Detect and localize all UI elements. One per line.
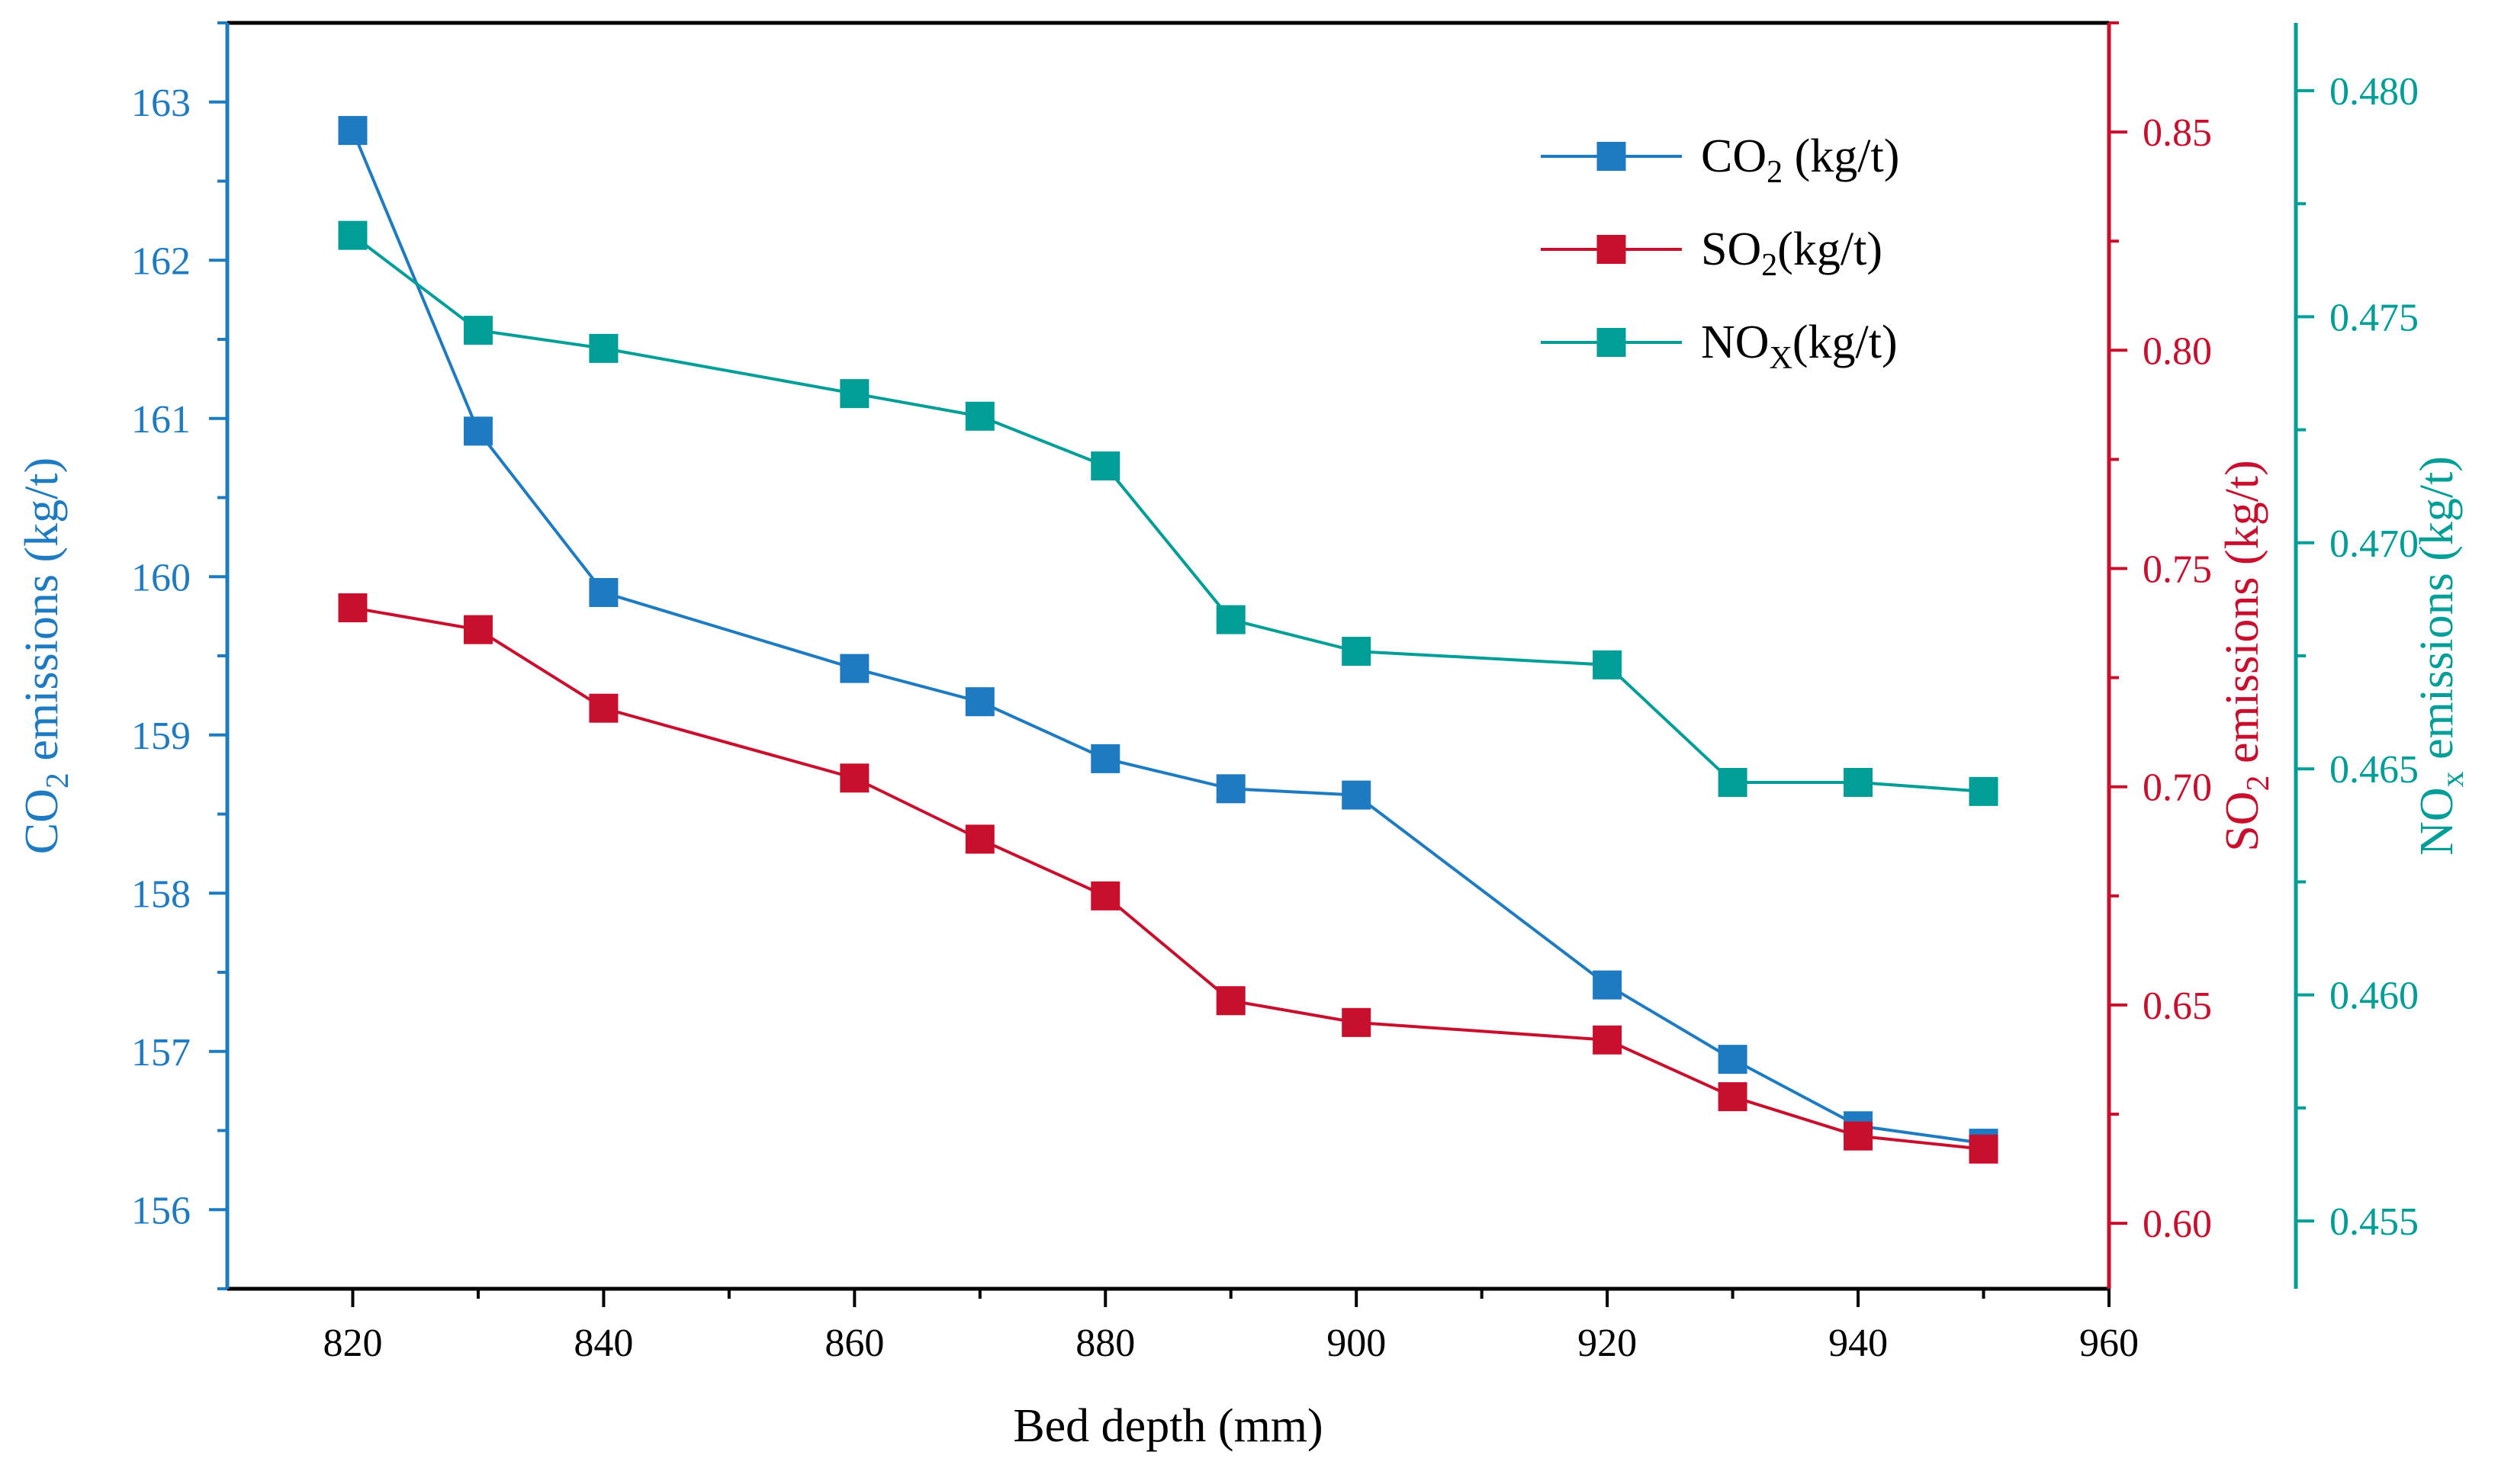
data-point — [1091, 881, 1120, 911]
data-point — [463, 416, 493, 446]
data-point — [1593, 970, 1622, 1000]
data-point — [1969, 776, 1998, 806]
data-point — [1342, 637, 1371, 667]
x-axis: 820 840 860 880 900 920 940 960 Bed depth (mm) — [323, 1289, 2139, 1452]
series-right2 — [338, 220, 1998, 806]
right2-axis-tick-label: 0.465 — [2329, 748, 2419, 792]
data-point — [1216, 605, 1246, 634]
data-point — [1216, 774, 1246, 804]
series-right1 — [338, 593, 1998, 1164]
data-point — [965, 687, 995, 717]
right2-axis-tick-label: 0.480 — [2329, 70, 2419, 114]
data-point — [1844, 768, 1873, 797]
right1-axis-tick-label: 0.60 — [2143, 1203, 2212, 1246]
data-point — [589, 578, 619, 607]
series-line — [352, 234, 1984, 793]
data-point — [338, 220, 368, 250]
legend-label: CO2 (kg/t) — [1701, 130, 1899, 190]
data-point — [1718, 1082, 1747, 1112]
x-tick-label: 880 — [1075, 1322, 1135, 1365]
data-point — [1844, 1121, 1873, 1151]
x-tick-label: 920 — [1577, 1322, 1637, 1365]
left-axis-tick-label: 163 — [131, 82, 191, 125]
data-point — [1718, 1045, 1747, 1074]
right1-axis-tick-label: 0.80 — [2143, 329, 2212, 373]
x-tick-label: 940 — [1828, 1322, 1888, 1365]
legend-item: SO2(kg/t) — [1541, 223, 1882, 283]
series-layer — [338, 116, 1998, 1164]
right2-axis-tick-label: 0.475 — [2329, 296, 2419, 339]
right-axis-so2: 0.60 0.65 0.70 0.75 0.80 0.85 SO2 emissions (k… — [2107, 21, 2276, 1289]
right2-axis-label: NOx emissions (kg/t) — [2411, 456, 2471, 856]
right1-axis-tick-label: 0.75 — [2143, 548, 2212, 592]
series-line — [351, 130, 1984, 1145]
right1-axis-tick-label: 0.65 — [2143, 985, 2212, 1028]
data-point — [1091, 744, 1120, 773]
data-point — [338, 116, 368, 146]
data-point — [589, 693, 619, 723]
data-point — [1969, 1134, 1998, 1164]
left-axis-tick-label: 162 — [131, 239, 191, 283]
left-axis-tick-label: 158 — [131, 872, 191, 916]
right1-axis-tick-label: 0.70 — [2143, 766, 2212, 810]
data-point — [1342, 780, 1371, 810]
data-point — [463, 615, 493, 644]
left-axis-tick-label: 156 — [131, 1189, 191, 1232]
data-point — [965, 824, 995, 854]
legend-label: NOX(kg/t) — [1701, 316, 1898, 376]
right-axis-nox: 0.455 0.460 0.465 0.470 0.475 0.480 NOx emissi… — [2294, 23, 2471, 1289]
data-point — [1593, 650, 1622, 679]
data-point — [840, 654, 870, 683]
left-axis-tick-label: 159 — [131, 715, 191, 758]
legend-marker — [1596, 328, 1626, 357]
right2-axis-tick-label: 0.455 — [2329, 1200, 2419, 1244]
x-tick-label: 960 — [2079, 1322, 2139, 1365]
data-point — [1593, 1025, 1622, 1055]
right1-axis-label: SO2 emissions (kg/t) — [2217, 460, 2276, 852]
x-tick-label: 820 — [323, 1322, 382, 1365]
x-tick-label: 860 — [825, 1322, 884, 1365]
legend-marker — [1596, 142, 1626, 171]
data-point — [965, 401, 995, 431]
data-point — [840, 763, 870, 793]
right2-axis-tick-label: 0.460 — [2329, 975, 2419, 1018]
plot-frame — [227, 21, 2109, 1291]
data-point — [1216, 986, 1246, 1016]
left-axis-tick-label: 161 — [131, 398, 191, 442]
x-tick-label: 900 — [1326, 1322, 1386, 1365]
data-point — [1718, 768, 1747, 797]
x-axis-label: Bed depth (mm) — [1013, 1400, 1323, 1452]
data-point — [840, 379, 870, 409]
data-point — [338, 593, 368, 623]
data-point — [1342, 1007, 1371, 1037]
series-line — [352, 606, 1984, 1151]
legend: CO2 (kg/t) SO2(kg/t) NOX(kg/t) — [1541, 130, 1899, 376]
data-point — [1091, 451, 1120, 480]
right2-axis-tick-label: 0.470 — [2329, 522, 2419, 566]
right1-axis-tick-label: 0.85 — [2143, 111, 2212, 155]
data-point — [589, 333, 619, 363]
data-point — [463, 316, 493, 345]
left-axis-label: CO2 emissions (kg/t) — [16, 458, 76, 854]
legend-item: CO2 (kg/t) — [1541, 130, 1899, 190]
legend-marker — [1596, 235, 1626, 264]
left-axis-tick-label: 157 — [131, 1031, 191, 1074]
legend-item: NOX(kg/t) — [1541, 316, 1898, 376]
left-axis-co2: 156 157 158 159 160 161 162 163 CO2 emissions (k… — [16, 21, 230, 1290]
left-axis-tick-label: 160 — [131, 556, 191, 599]
x-tick-label: 840 — [574, 1322, 633, 1365]
legend-label: SO2(kg/t) — [1701, 223, 1882, 283]
